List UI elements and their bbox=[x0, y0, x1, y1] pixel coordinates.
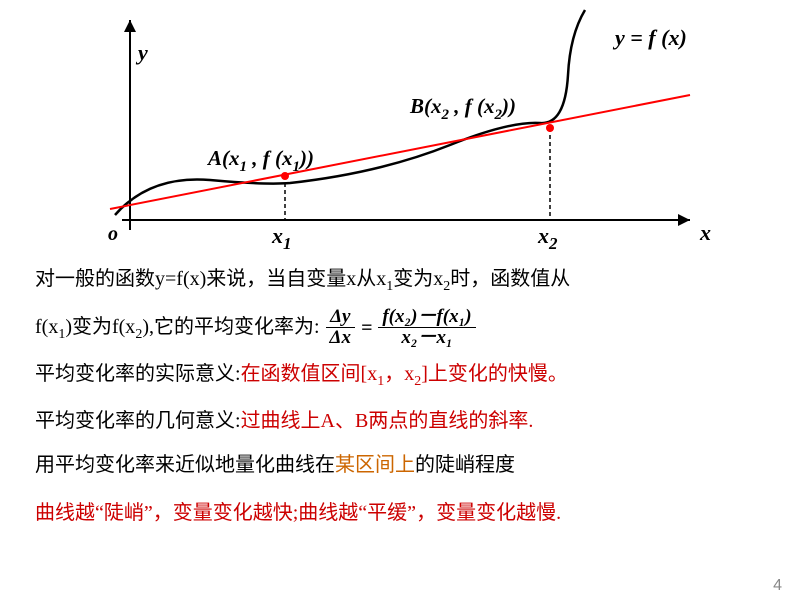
page-number: 4 bbox=[773, 577, 782, 595]
point-b-label: B(x2 , f (x2)) bbox=[409, 94, 516, 123]
func-label: y = f (x) bbox=[612, 25, 687, 50]
line-1: 对一般的函数y=f(x)来说，当自变量x从x1变为x2时，函数值从 bbox=[35, 260, 769, 301]
line-2: f(x1)变为f(x2),它的平均变化率为: Δy Δx = f(x₂)－f(x… bbox=[35, 307, 769, 350]
rate-formula: Δy Δx = f(x₂)－f(x₁) x₂－x₁ bbox=[326, 307, 476, 350]
line-5: 用平均变化率来近似地量化曲线在某区间上的陡峭程度 bbox=[35, 446, 769, 484]
y-axis-label: y bbox=[135, 40, 148, 65]
point-a-label: A(x1 , f (x1)) bbox=[206, 146, 314, 175]
line-3: 平均变化率的实际意义:在函数值区间[x1，x2]上变化的快慢。 bbox=[35, 355, 769, 396]
explanation-text: 对一般的函数y=f(x)来说，当自变量x从x1变为x2时，函数值从 f(x1)变… bbox=[0, 250, 794, 532]
x-axis-label: x bbox=[699, 220, 711, 245]
graph-diagram: o y x y = f (x) A(x1 , f (x1)) B(x2 , f … bbox=[90, 5, 770, 250]
x2-tick: x2 bbox=[537, 223, 558, 250]
line-6: 曲线越“陡峭”，变量变化越快;曲线越“平缓”，变量变化越慢. bbox=[35, 494, 769, 532]
line-4: 平均变化率的几何意义:过曲线上A、B两点的直线的斜率. bbox=[35, 402, 769, 440]
x1-tick: x1 bbox=[271, 223, 292, 250]
origin-label: o bbox=[108, 223, 118, 245]
